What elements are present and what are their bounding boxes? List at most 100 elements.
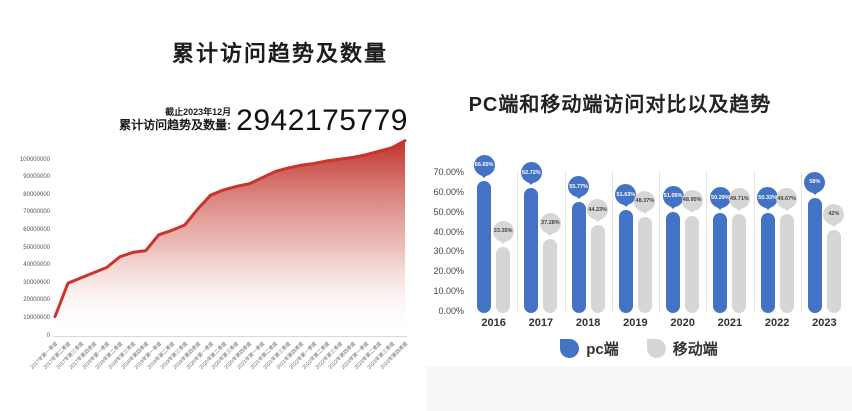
mobile-value-bubble-2017: 37.28%	[539, 212, 561, 236]
left-y-tick-label: 60000000	[23, 226, 50, 233]
pc-bar-2021	[713, 213, 728, 313]
bubble-tail	[688, 208, 697, 217]
pc-bar-2017	[524, 188, 539, 313]
left-y-tick-label: 0	[46, 332, 50, 339]
left-x-tick-label: 2017年第四季度	[68, 341, 99, 371]
left-y-tick-label: 30000000	[23, 279, 50, 286]
right-chart-title: PC端和移动端访问对比以及趋势	[468, 94, 772, 116]
group-separator	[611, 172, 613, 313]
mobile-bar-2016	[496, 246, 511, 313]
left-x-tick-label: 2018年第四季度	[120, 341, 150, 371]
pc-value-bubble-2018: 55.77%	[568, 176, 590, 200]
legend-item-pc: pc端	[560, 338, 619, 359]
left-x-tick-label: 2020年第二季度	[197, 341, 228, 371]
bubble-tail	[527, 181, 536, 189]
group-separator	[706, 172, 708, 313]
group-separator	[659, 172, 660, 313]
bubble-tail	[574, 195, 583, 203]
left-x-tick-label: 2019年第四季度	[172, 341, 202, 371]
left-x-tick-label: 2020年第一季度	[185, 341, 215, 371]
bubble-tail	[640, 209, 649, 218]
bottom-band	[426, 367, 852, 411]
left-x-tick-label: 2021年第三季度	[262, 341, 293, 371]
bubble-tail	[810, 190, 819, 199]
group-separator	[517, 172, 519, 313]
left-y-tick-label: 10000000	[23, 314, 50, 321]
stat-value-caption: 累计访问趋势及数量:	[119, 118, 232, 132]
year-label-2020: 2020	[670, 317, 695, 329]
left-chart-title: 累计访问趋势及数量	[171, 41, 388, 66]
right-y-tick-label: 20.00%	[433, 266, 464, 277]
pc-value-bubble-2016: 66.65%	[473, 154, 495, 178]
pc-value-bubble-2022: 50.33%	[757, 187, 779, 211]
pc-bar-2022	[760, 213, 775, 313]
year-label-2017: 2017	[528, 317, 554, 329]
mobile-legend-label: 移动端	[672, 341, 718, 358]
left-y-tick-label: 90000000	[23, 174, 50, 181]
year-label-2021: 2021	[717, 317, 743, 329]
right-y-tick-label: 50.00%	[433, 206, 464, 217]
mobile-bar-2018	[590, 225, 605, 313]
left-x-axis-line	[53, 336, 407, 337]
pc-value-bubble-2023: 58%	[804, 171, 826, 195]
stat-captions: 截止2023年12月 累计访问趋势及数量:	[119, 107, 231, 136]
year-label-2022: 2022	[764, 317, 790, 329]
mobile-bar-2021	[732, 214, 747, 313]
bubble-tail	[763, 206, 772, 214]
legend: pc端 移动端	[426, 338, 852, 359]
right-y-tick-label: 10.00%	[433, 286, 464, 297]
group-separator	[800, 172, 802, 313]
pc-value-bubble-2021: 50.29%	[709, 187, 731, 211]
left-x-tick-label: 2017年第一季度	[29, 341, 60, 371]
left-x-tick-label: 2022年第三季度	[314, 341, 345, 371]
left-x-tick-label: 2017年第三季度	[55, 341, 86, 371]
left-x-tick-label: 2023年第二季度	[353, 341, 384, 371]
trend-line-path	[53, 139, 407, 319]
pc-bar-2020	[666, 211, 681, 313]
cumulative-stat: 截止2023年12月 累计访问趋势及数量: 2942175779	[119, 106, 408, 136]
left-x-tick-label: 2019年第一季度	[133, 341, 163, 371]
left-x-tick-label: 2020年第三季度	[210, 341, 241, 371]
right-y-tick-label: 70.00%	[433, 167, 464, 177]
area-fill-path	[55, 140, 405, 336]
bubble-tail	[716, 206, 725, 214]
pc-value-bubble-2019: 51.63%	[615, 184, 637, 208]
year-label-2018: 2018	[575, 317, 601, 329]
mobile-value-bubble-2022: 49.67%	[776, 188, 798, 212]
bubble-tail	[669, 204, 678, 213]
bubble-tail	[829, 222, 838, 231]
left-x-tick-label: 2018年第二季度	[94, 341, 125, 371]
bubble-tail	[499, 239, 508, 248]
left-x-tick-label: 2018年第一季度	[81, 341, 112, 371]
left-x-tick-label: 2020年第四季度	[223, 341, 254, 371]
mobile-bar-2023	[826, 229, 841, 313]
left-x-tick-label: 2022年第一季度	[288, 341, 319, 371]
left-x-tick-label: 2019年第三季度	[159, 341, 189, 371]
right-y-tick-label: 0.00%	[438, 306, 464, 317]
left-x-tick-label: 2017年第二季度	[42, 341, 73, 371]
mobile-value-bubble-2020: 48.95%	[681, 189, 703, 213]
mobile-value-bubble-2019: 48.37%	[634, 190, 656, 214]
left-y-tick-label: 50000000	[23, 244, 50, 251]
bubble-tail	[621, 203, 630, 211]
pc-legend-marker-icon	[560, 339, 580, 358]
pc-bar-2018	[571, 202, 586, 313]
mobile-value-bubble-2021: 49.71%	[728, 188, 750, 212]
pc-bar-2019	[618, 210, 633, 313]
mobile-bar-2017	[543, 238, 558, 313]
right-y-tick-label: 40.00%	[433, 226, 464, 237]
stat-value: 2942175779	[236, 104, 408, 137]
cumulative-area-svg	[53, 139, 407, 336]
left-x-tick-label: 2021年第四季度	[275, 341, 306, 371]
mobile-value-bubble-2023: 42%	[823, 203, 845, 227]
left-x-tick-label: 2023年第四季度	[379, 341, 410, 371]
pc-value-bubble-2017: 62.72%	[520, 162, 542, 186]
right-y-tick-label: 30.00%	[433, 246, 464, 257]
year-label-2023: 2023	[812, 317, 837, 329]
left-x-tick-label: 2021年第一季度	[236, 341, 267, 371]
mobile-bar-2019	[637, 216, 652, 313]
left-x-tick-label: 2022年第四季度	[327, 341, 358, 371]
left-x-tick-label: 2022年第二季度	[301, 341, 332, 371]
mobile-bar-2022	[779, 214, 794, 313]
right-y-tick-label: 60.00%	[433, 186, 464, 197]
